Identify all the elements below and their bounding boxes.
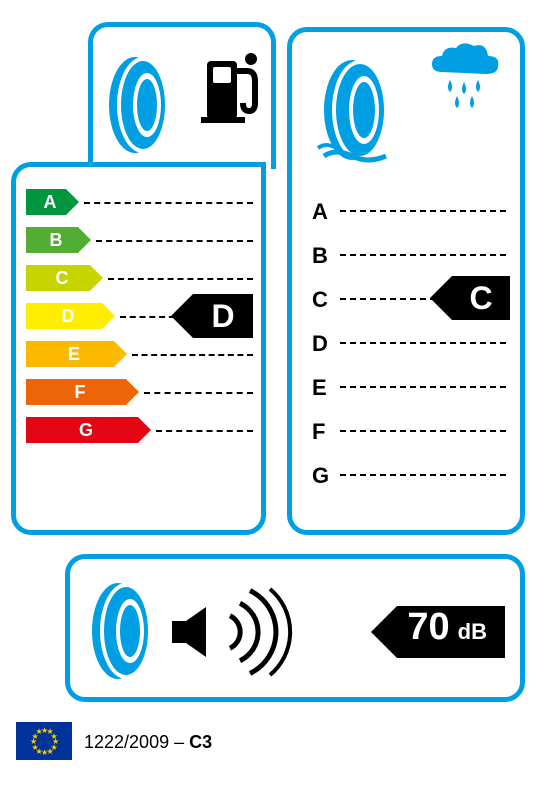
wet-panel: ABCDEFGC <box>287 27 525 535</box>
noise-value-badge: 70 dB <box>371 606 505 658</box>
fuel-grade-row: B <box>26 227 91 253</box>
fuel-grades: ABCDEFGD <box>11 162 266 535</box>
fuel-pump-icon <box>201 47 263 125</box>
wet-rating-arrow: C <box>430 276 510 320</box>
wet-tire-icon <box>316 48 416 168</box>
noise-unit: dB <box>458 619 487 645</box>
wet-grade-letter: D <box>312 331 328 357</box>
fuel-grade-row: C <box>26 265 103 291</box>
regulation-class: C3 <box>189 732 212 752</box>
wet-dots <box>340 254 506 256</box>
fuel-grade-row: E <box>26 341 127 367</box>
fuel-dots <box>108 278 253 280</box>
sound-waves-icon <box>226 583 296 681</box>
fuel-dots <box>132 354 253 356</box>
rain-cloud-icon <box>422 42 506 112</box>
fuel-dots <box>96 240 253 242</box>
fuel-rating-arrow: D <box>171 294 253 338</box>
fuel-header <box>88 22 276 169</box>
fuel-grade-row: G <box>26 417 151 443</box>
wet-dots <box>340 430 506 432</box>
wet-dots <box>340 474 506 476</box>
fuel-grade-row: F <box>26 379 139 405</box>
wet-dots <box>340 210 506 212</box>
fuel-grade-row: D <box>26 303 115 329</box>
noise-number: 70 <box>407 606 449 649</box>
fuel-dots <box>144 392 253 394</box>
noise-panel: 70 dB <box>65 554 525 702</box>
fuel-dots <box>156 430 253 432</box>
wet-grade-letter: A <box>312 199 328 225</box>
regulation-prefix: 1222/2009 – <box>84 732 189 752</box>
fuel-tire-icon <box>105 45 195 155</box>
wet-grade-letter: B <box>312 243 328 269</box>
wet-grade-letter: F <box>312 419 325 445</box>
eu-flag-icon: ★★★★★★★★★★★★ <box>16 722 72 760</box>
wet-grade-letter: C <box>312 287 328 313</box>
fuel-grade-row: A <box>26 189 79 215</box>
speaker-icon <box>172 605 228 659</box>
wet-dots <box>340 386 506 388</box>
wet-dots <box>340 342 506 344</box>
fuel-dots <box>84 202 253 204</box>
wet-grade-letter: G <box>312 463 329 489</box>
wet-grade-letter: E <box>312 375 327 401</box>
regulation-text: 1222/2009 – C3 <box>84 732 212 753</box>
noise-tire-icon <box>88 573 176 685</box>
